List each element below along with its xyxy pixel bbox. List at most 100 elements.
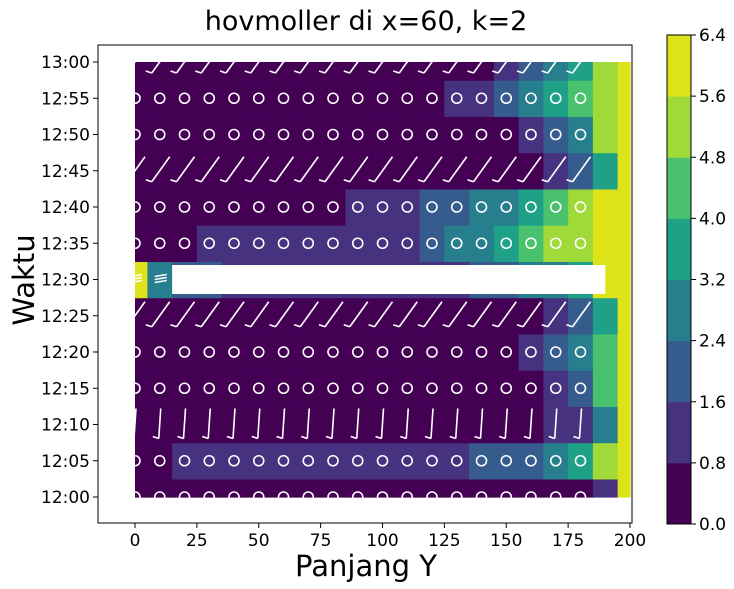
- wind-barb-flag: [120, 323, 128, 328]
- wind-barb-flag: [244, 323, 252, 328]
- contour-cell: [592, 80, 619, 117]
- wind-barb: [497, 47, 517, 74]
- wind-barb-calm: [376, 346, 389, 358]
- x-tick-label: 75: [310, 531, 332, 551]
- contour-cell: [493, 225, 520, 262]
- wind-barb: [250, 47, 270, 74]
- contour-cell: [617, 62, 631, 81]
- wind-barb-calm: [327, 454, 339, 467]
- contour-cell: [345, 478, 371, 498]
- contour-cell: [493, 80, 520, 117]
- contour-cell: [592, 406, 619, 444]
- contour-cell: [320, 333, 346, 371]
- contour-layer: [135, 62, 631, 498]
- wind-barb-calm: [574, 454, 587, 467]
- y-axis: 12:00 12:05 12:10 12:15 12:20 12:25 12:30 12:35…: [41, 53, 98, 508]
- wind-barb-flag: [145, 70, 153, 74]
- wind-barb-calm: [302, 454, 315, 467]
- wind-barb: [250, 156, 270, 183]
- contour-cell: [543, 62, 569, 81]
- wind-barb-flag: [368, 323, 375, 328]
- contour-cell: [271, 116, 297, 154]
- contour-cell: [543, 478, 569, 498]
- contour-cell: [320, 116, 346, 154]
- wind-barb-calm: [475, 382, 488, 395]
- contour-cell: [543, 333, 569, 371]
- wind-barb-flag: [269, 70, 276, 74]
- contour-cell: [444, 442, 470, 480]
- contour-cell: [172, 442, 198, 480]
- wind-barb-calm: [327, 237, 339, 250]
- x-axis-label: Panjang Y: [295, 549, 437, 583]
- wind-barb-calm: [475, 128, 488, 141]
- contour-cell: [568, 80, 594, 117]
- wind-barb-calm: [129, 346, 141, 358]
- y-tick-label: 12:50: [41, 126, 90, 146]
- wind-barb: [175, 47, 196, 74]
- contour-cell: [394, 442, 421, 480]
- wind-barb-flag: [293, 323, 301, 328]
- contour-cell: [135, 442, 148, 480]
- wind-barb-calm: [500, 382, 513, 395]
- colorbar-tick-label: 1.6: [699, 393, 726, 413]
- contour-cell: [543, 442, 569, 480]
- colorbar-tick-label: 6.4: [699, 26, 726, 46]
- wind-barb-flag: [318, 70, 326, 74]
- contour-cell: [295, 116, 322, 154]
- wind-barb-flag: [467, 178, 474, 183]
- contour-cell: [172, 80, 198, 117]
- wind-barb-flag: [343, 178, 351, 183]
- wind-barb: [373, 47, 394, 74]
- wind-barb-calm: [228, 454, 240, 467]
- wind-barb-calm: [153, 382, 166, 395]
- wind-barb: [448, 156, 468, 183]
- y-tick-label: 12:30: [41, 271, 90, 291]
- wind-barb-flag: [541, 178, 549, 183]
- contour-cell: [320, 62, 346, 81]
- wind-barb: [380, 408, 385, 439]
- wind-barb-calm: [574, 237, 587, 250]
- wind-barb-flag: [170, 323, 177, 328]
- wind-barb: [256, 408, 261, 439]
- wind-barb-dense: [303, 276, 316, 281]
- contour-cell: [370, 370, 396, 407]
- colorbar-tick-label: 4.0: [699, 209, 726, 229]
- contour-cell: [394, 478, 421, 498]
- x-tick-label: 50: [248, 531, 270, 551]
- wind-barb-flag: [442, 70, 450, 74]
- contour-cell: [568, 188, 594, 226]
- contour-cell: [221, 116, 247, 154]
- wind-barb-flag: [417, 70, 425, 74]
- wind-barb: [299, 156, 319, 183]
- wind-barb-calm: [252, 237, 265, 250]
- wind-barb: [200, 156, 220, 183]
- wind-barb: [200, 301, 220, 328]
- wind-barb-calm: [153, 128, 166, 141]
- contour-cell: [147, 188, 173, 226]
- wind-barb: [504, 408, 509, 439]
- wind-barb-calm: [203, 454, 216, 467]
- wind-barb-calm: [302, 346, 315, 358]
- colorbar-segment: [667, 96, 691, 158]
- contour-cell: [469, 62, 495, 81]
- wind-barb-flag: [177, 435, 184, 440]
- contour-cell: [221, 80, 247, 117]
- wind-barb: [324, 156, 344, 183]
- wind-barb-calm: [351, 346, 364, 358]
- contour-cell: [617, 225, 631, 262]
- wind-barb-flag: [300, 435, 308, 440]
- contour-cell: [320, 225, 346, 262]
- x-tick-label: 150: [490, 531, 522, 551]
- wind-barb: [157, 408, 162, 439]
- wind-barb-calm: [475, 237, 488, 250]
- y-tick-label: 12:05: [41, 452, 90, 472]
- wind-barb-flag: [226, 435, 234, 440]
- contour-cell: [617, 116, 631, 154]
- wind-barb-dense: [154, 279, 167, 284]
- wind-barb-calm: [450, 237, 463, 250]
- y-axis-label: Waktu: [7, 234, 41, 325]
- wind-barb-calm: [376, 382, 389, 395]
- wind-barb-flag: [573, 435, 580, 440]
- y-tick-label: 12:20: [41, 343, 90, 363]
- contour-cell: [518, 188, 544, 226]
